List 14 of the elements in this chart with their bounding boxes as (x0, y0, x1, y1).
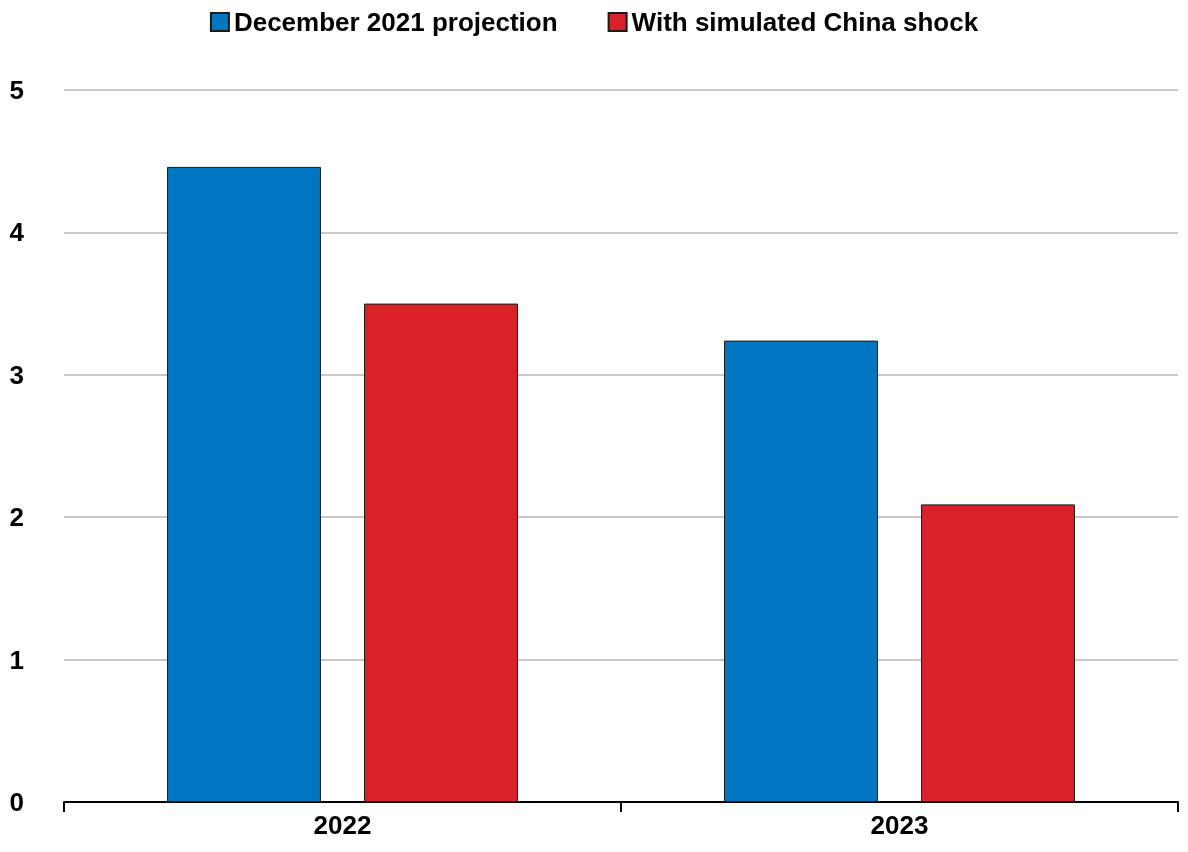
bar (364, 303, 518, 802)
bar (921, 504, 1075, 802)
y-tick-label: 4 (9, 217, 25, 248)
y-tick-label: 1 (9, 644, 24, 675)
legend-label: December 2021 projection (233, 7, 558, 37)
y-tick-label: 2 (9, 502, 24, 533)
x-tick-label: 2022 (313, 810, 372, 840)
y-tick-label: 3 (9, 359, 24, 390)
legend-label: With simulated China shock (631, 7, 979, 37)
x-tick-label: 2023 (870, 810, 929, 840)
y-tick-label: 5 (9, 75, 24, 105)
bar (724, 340, 878, 802)
y-tick-label: 0 (9, 787, 24, 817)
bar (167, 166, 321, 802)
